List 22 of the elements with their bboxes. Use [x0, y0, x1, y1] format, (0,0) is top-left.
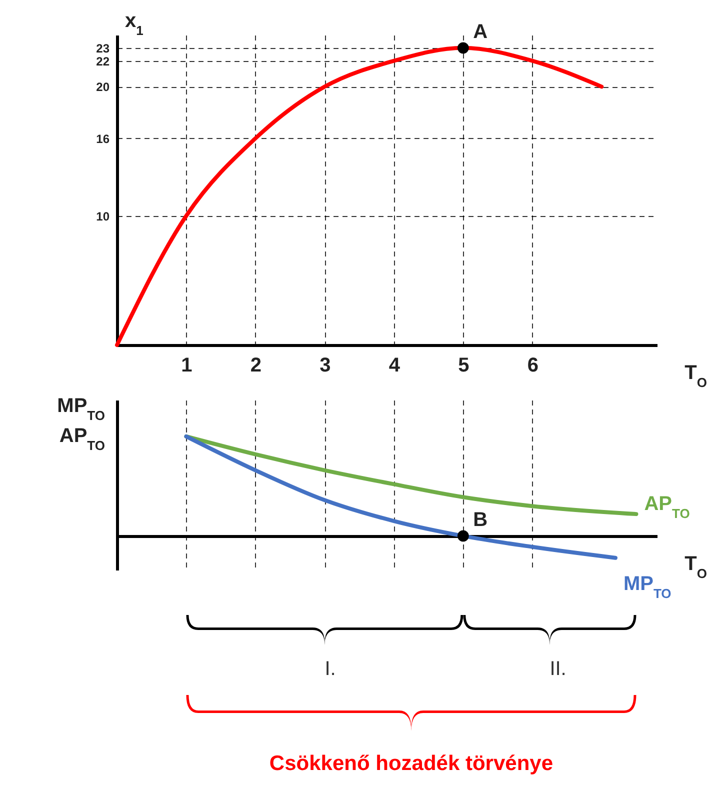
- y-axis-title: x$_{1}$: [125, 10, 144, 38]
- y-tick-label: 22: [96, 54, 110, 68]
- text: II.: [550, 658, 566, 680]
- annotation: B: [473, 508, 488, 531]
- x-tick-label: 2: [250, 354, 262, 376]
- series-label: MP$_{TO}$: [623, 572, 672, 600]
- series-label: AP$_{TO}$: [644, 493, 690, 521]
- x-axis-title: T$_{O}$: [684, 362, 707, 390]
- text: I.: [324, 658, 336, 680]
- x-tick-label: 6: [527, 354, 538, 376]
- x-tick-label: 1: [181, 354, 192, 376]
- y-tick-label: 16: [96, 132, 110, 146]
- y-tick-label: 10: [96, 209, 110, 224]
- y-axis-title: MP$_{TO}$ AP$_{TO}$: [57, 395, 105, 452]
- y-tick-label: 23: [96, 41, 110, 56]
- text: Csökkenő hozadék törvénye: [269, 752, 554, 775]
- y-tick-label: 20: [96, 80, 110, 94]
- annotation: A: [473, 20, 488, 43]
- x-tick-label: 3: [320, 354, 331, 376]
- x-axis-title: T$_{O}$: [684, 552, 707, 580]
- x-tick-label: 4: [388, 354, 401, 376]
- x-tick-label: 5: [458, 354, 470, 376]
